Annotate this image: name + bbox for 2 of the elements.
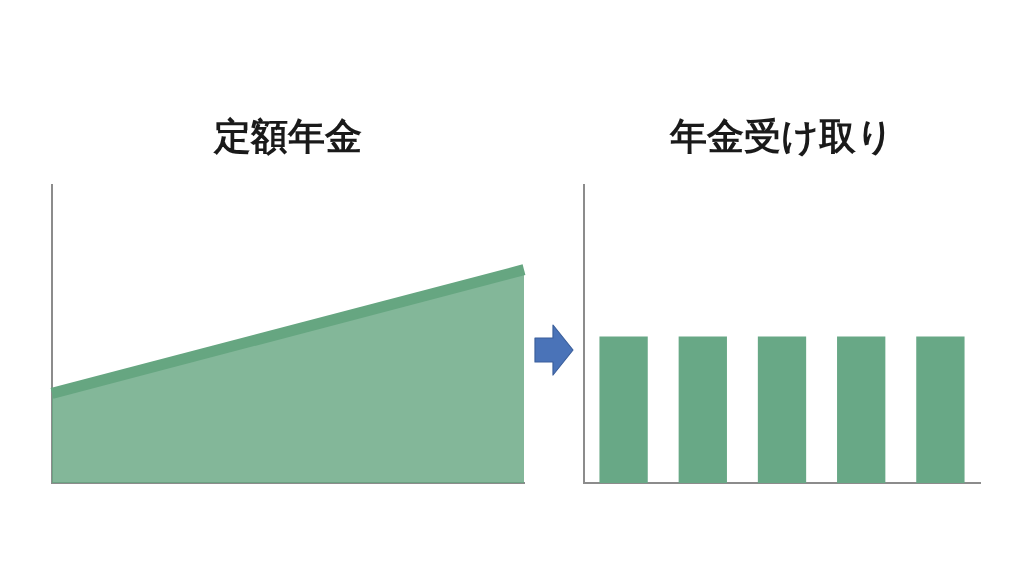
chart-title: 定額年金 (213, 114, 362, 158)
chart-title: 年金受け取り (669, 114, 894, 158)
